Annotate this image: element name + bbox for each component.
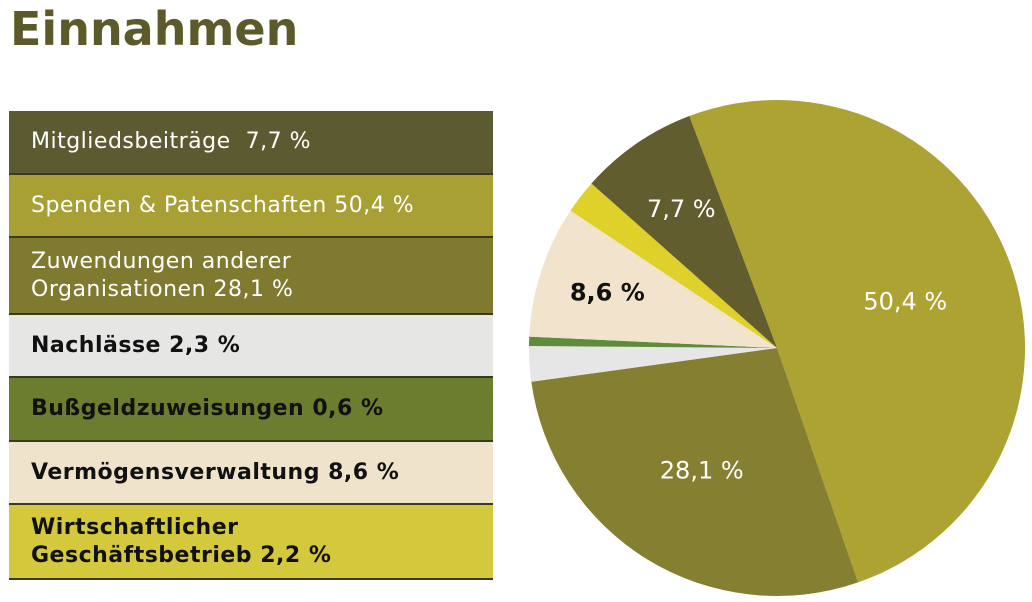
legend-item: Bußgeldzuweisungen 0,6 % (9, 378, 493, 442)
legend-item: Nachlässe 2,3 % (9, 315, 493, 378)
pie-slice (531, 348, 859, 596)
legend-item: Wirtschaftlicher Geschäftsbetrieb 2,2 % (9, 505, 493, 580)
legend-label: Spenden & Patenschaften 50,4 % (31, 192, 415, 218)
legend-item: Vermögensverwaltung 8,6 % (9, 442, 493, 505)
pie-slice (529, 336, 777, 348)
pie-slice (529, 210, 777, 348)
pie-slice (689, 99, 1026, 583)
legend-label: Wirtschaftlicher Geschäftsbetrieb 2,2 % (31, 514, 332, 568)
data-label: 50,4 % (863, 288, 947, 316)
legend-label: Bußgeldzuweisungen 0,6 % (31, 396, 384, 421)
chart-title: Einnahmen (10, 2, 299, 56)
pie-slice (529, 345, 777, 382)
legend-item: Mitgliedsbeiträge 7,7 % (9, 111, 493, 175)
pie-slice (570, 183, 777, 348)
legend-item: Zuwendungen anderer Organisationen 28,1 … (9, 238, 493, 315)
pie-slice (591, 116, 777, 348)
data-label: 28,1 % (660, 457, 744, 485)
legend: Mitgliedsbeiträge 7,7 % Spenden & Patensc… (9, 111, 493, 580)
legend-item: Spenden & Patenschaften 50,4 % (9, 175, 493, 238)
data-label: 8,6 % (570, 278, 645, 306)
legend-label: Zuwendungen anderer Organisationen 28,1 … (31, 248, 294, 302)
legend-label: Mitgliedsbeiträge 7,7 % (31, 129, 312, 154)
data-label: 7,7 % (647, 195, 716, 223)
legend-label: Nachlässe 2,3 % (31, 332, 241, 358)
legend-label: Vermögensverwaltung 8,6 % (31, 459, 400, 485)
